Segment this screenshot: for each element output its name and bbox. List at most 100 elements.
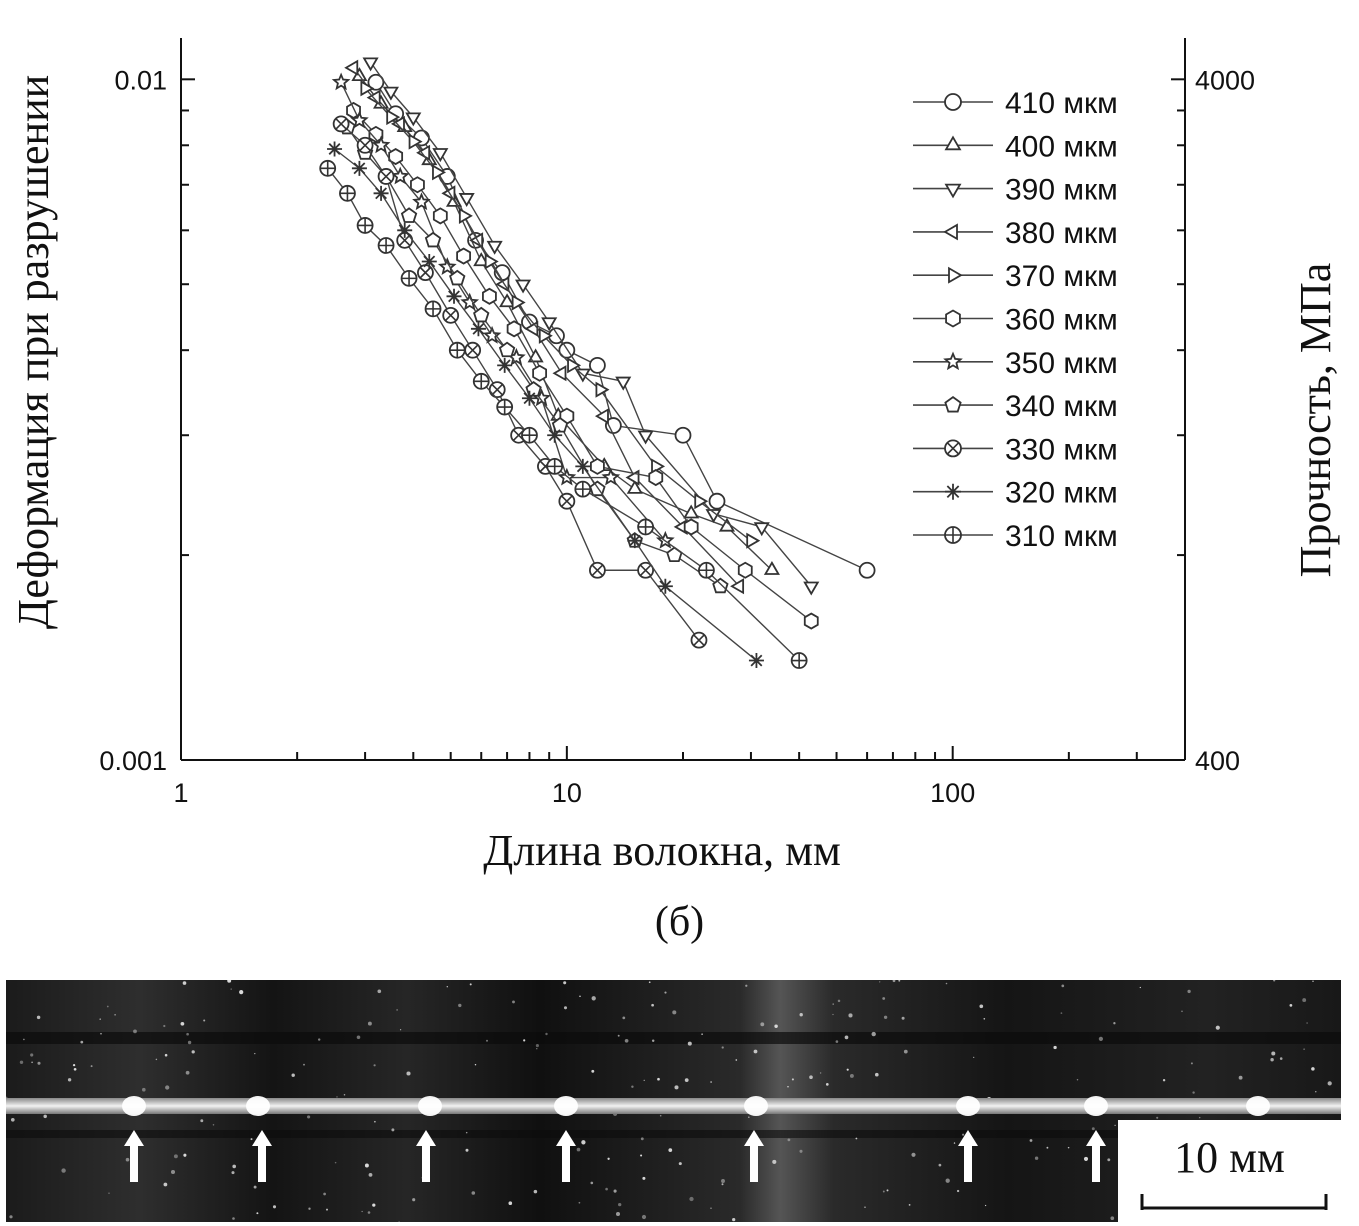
data-point: [712, 577, 729, 594]
speckle: [710, 1207, 712, 1209]
data-point: [595, 381, 610, 398]
speckle: [898, 980, 901, 982]
speckle: [535, 1044, 539, 1048]
speckle: [469, 983, 472, 986]
speckle: [774, 1024, 778, 1029]
speckle: [641, 1214, 647, 1220]
speckle: [508, 1201, 513, 1206]
data-point: [496, 398, 514, 416]
speckle: [668, 1148, 673, 1152]
speckle: [368, 1173, 373, 1177]
speckle: [1113, 1022, 1116, 1025]
data-point: [421, 253, 437, 269]
speckle: [581, 1140, 586, 1145]
series-330-мкм: [332, 115, 708, 649]
speckle: [607, 1157, 610, 1160]
speckle: [361, 1210, 363, 1213]
data-point: [432, 148, 449, 163]
data-point: [382, 86, 399, 101]
data-point: [488, 381, 506, 399]
y-tick-label: 0.01: [114, 65, 167, 95]
speckle: [1289, 1004, 1293, 1007]
data-point: [486, 240, 503, 255]
speckle: [809, 1075, 813, 1080]
speckle: [272, 1205, 277, 1209]
speckle: [687, 1041, 692, 1046]
speckle: [864, 1206, 866, 1209]
speckle: [657, 1077, 660, 1081]
speckle: [745, 984, 748, 987]
speckle: [406, 1071, 411, 1076]
speckle: [1114, 1124, 1116, 1127]
legend-label: 340 мкм: [1005, 390, 1118, 423]
speckle: [871, 1031, 876, 1037]
speckle: [1273, 980, 1276, 982]
speckle: [721, 1179, 725, 1183]
speckle: [391, 1128, 395, 1132]
speckle: [114, 1013, 116, 1016]
speckle: [373, 1064, 376, 1067]
speckle: [832, 1003, 834, 1005]
data-point: [386, 109, 401, 126]
speckle: [953, 1142, 956, 1144]
speckle: [903, 1049, 908, 1054]
data-point: [327, 141, 343, 157]
data-point: [551, 416, 569, 433]
speckle: [182, 981, 187, 985]
speckle: [173, 1154, 178, 1159]
speckle: [1270, 1057, 1274, 1062]
speckle: [1192, 1091, 1195, 1094]
speckle: [1215, 1025, 1220, 1030]
speckle: [356, 1035, 361, 1040]
data-point: [442, 306, 460, 324]
legend-label: 410 мкм: [1005, 87, 1118, 120]
data-point: [473, 252, 490, 267]
data-point: [397, 222, 413, 238]
speckle: [901, 1016, 905, 1020]
speckle: [882, 1190, 885, 1193]
data-point: [552, 365, 567, 382]
speckle: [212, 1124, 215, 1126]
fiber-breaks: [122, 1096, 1270, 1116]
speckle: [336, 1096, 338, 1098]
speckle: [799, 1013, 803, 1017]
speckle: [883, 1015, 888, 1019]
series-390-мкм: [362, 57, 820, 596]
data-point: [432, 207, 448, 225]
speckle: [186, 1032, 189, 1036]
scale-bar-box: 10 мм: [1118, 1120, 1341, 1222]
speckle: [374, 1120, 376, 1123]
data-point: [472, 372, 490, 390]
speckle: [849, 1073, 854, 1078]
legend-entry: 310 мкм: [913, 520, 1118, 553]
data-point: [356, 217, 374, 234]
speckle: [1098, 1036, 1104, 1042]
y2-tick-label: 400: [1195, 746, 1240, 776]
speckle: [308, 1207, 311, 1210]
speckle: [163, 1182, 168, 1187]
data-point: [589, 561, 606, 579]
speckle: [605, 1187, 608, 1191]
data-point: [356, 136, 374, 154]
fiber-break: [744, 1096, 768, 1116]
speckle: [80, 1040, 84, 1044]
speckle: [1198, 1116, 1201, 1119]
speckle: [125, 1157, 130, 1162]
fiber-break: [1246, 1096, 1270, 1116]
speckle: [563, 1006, 568, 1010]
speckle: [1315, 1091, 1317, 1093]
speckle: [1029, 1139, 1033, 1142]
data-point: [705, 509, 722, 524]
y2-tick-label: 4000: [1195, 65, 1255, 95]
speckle: [1190, 1062, 1193, 1065]
speckle: [748, 1116, 750, 1118]
legend-entry: 350 мкм: [913, 347, 1118, 380]
legend-label: 310 мкм: [1005, 520, 1118, 553]
speckle: [674, 1085, 679, 1090]
speckle: [753, 1049, 758, 1054]
legend-label: 320 мкм: [1005, 477, 1118, 510]
speckle: [307, 1115, 311, 1119]
break-arrows: [124, 1130, 1106, 1182]
speckle: [203, 1019, 206, 1022]
legend: 410 мкм 400 мкм 390 мкм 380 мкм 370 мкм 360 м…: [913, 87, 1118, 553]
